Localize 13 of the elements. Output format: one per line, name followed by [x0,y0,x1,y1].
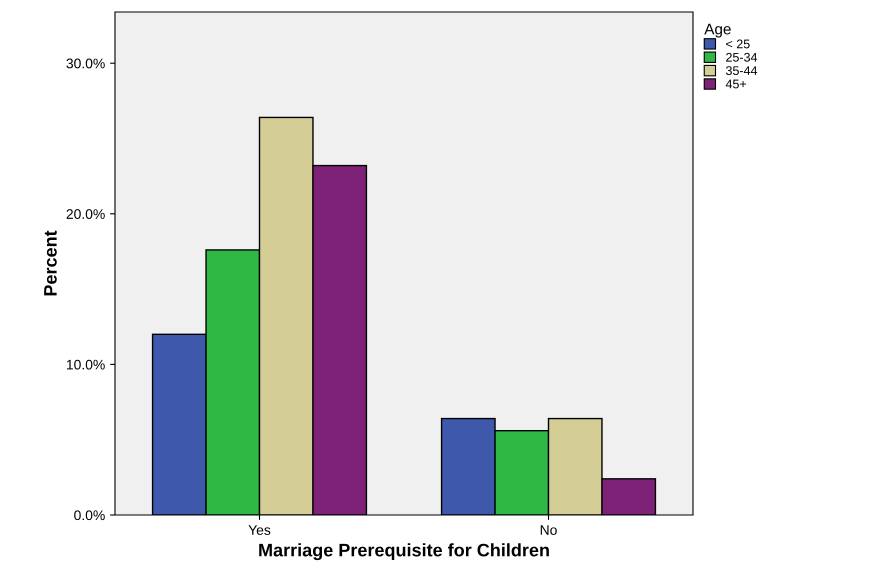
x-axis-title: Marriage Prerequisite for Children [259,543,549,560]
x-tick-label: Yes [248,525,270,535]
legend-label: 25-34 [726,52,758,62]
y-tick-label: 20.0% [66,209,105,219]
legend-label: 45+ [726,80,746,88]
legend-label: 35-44 [726,66,758,76]
y-axis-title: Percent [44,230,57,296]
x-tick-label: No [540,525,557,535]
y-tick-label: 10.0% [66,360,105,370]
y-tick-label: 0.0% [74,510,105,520]
legend-label: < 25 [726,40,750,48]
legend-title: Age [704,24,731,38]
y-tick-label: 30.0% [66,58,105,68]
